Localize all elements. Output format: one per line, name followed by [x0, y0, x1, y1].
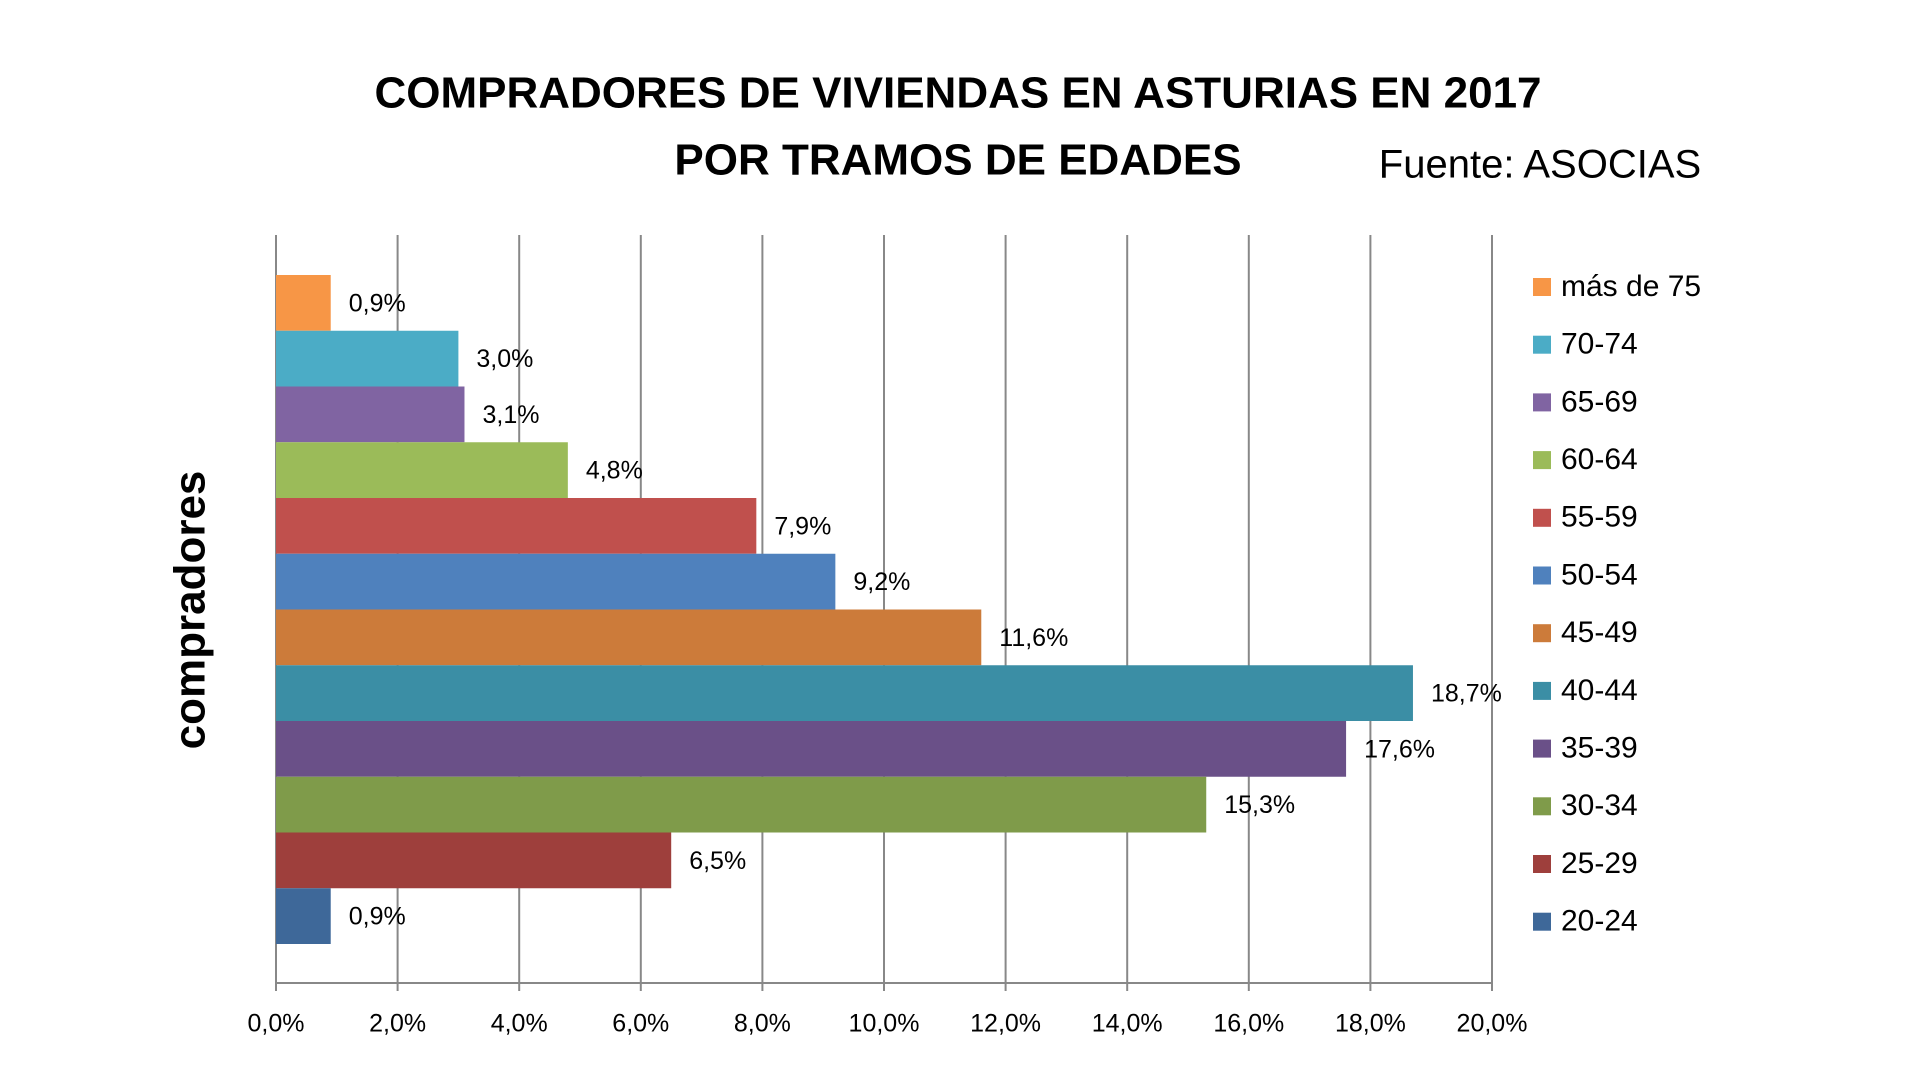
- legend-label: 50-54: [1561, 558, 1638, 591]
- x-tick-label: 4,0%: [491, 1010, 548, 1038]
- legend-swatch: [1533, 855, 1551, 873]
- value-label: 4,8%: [586, 457, 643, 485]
- legend-swatch: [1533, 508, 1551, 527]
- x-tick-label: 18,0%: [1335, 1010, 1406, 1038]
- value-label: 3,0%: [476, 345, 533, 373]
- legend-swatch: [1533, 681, 1551, 700]
- legend-label: 30-34: [1561, 789, 1638, 822]
- chart-subtitle: POR TRAMOS DE EDADES: [674, 136, 1241, 185]
- legend-label: 20-24: [1561, 905, 1638, 938]
- bar: [276, 330, 459, 387]
- legend-label: 45-49: [1561, 616, 1638, 649]
- legend-swatch: [1533, 393, 1551, 412]
- legend-label: 25-29: [1561, 847, 1638, 880]
- bar: [276, 553, 836, 610]
- x-tick-label: 6,0%: [612, 1010, 669, 1038]
- bar: [276, 609, 982, 666]
- x-tick-label: 14,0%: [1092, 1010, 1163, 1038]
- legend-swatch: [1533, 739, 1551, 758]
- value-label: 6,5%: [689, 847, 746, 875]
- value-label: 7,9%: [774, 512, 831, 540]
- category-label: compradores: [166, 471, 215, 750]
- value-label: 18,7%: [1431, 680, 1502, 708]
- chart-title: COMPRADORES DE VIVIENDAS EN ASTURIAS EN …: [374, 69, 1541, 118]
- legend-swatch: [1533, 278, 1551, 296]
- value-label: 11,6%: [999, 624, 1068, 652]
- legend-label: más de 75: [1561, 270, 1701, 303]
- bar: [276, 665, 1413, 721]
- source: Fuente: ASOCIAS: [1379, 143, 1701, 187]
- x-tick-label: 16,0%: [1213, 1010, 1284, 1038]
- value-label: 15,3%: [1224, 791, 1295, 819]
- x-tick-label: 0,0%: [248, 1010, 305, 1038]
- bar: [276, 832, 672, 889]
- legend-label: 65-69: [1561, 385, 1638, 418]
- legend-label: 35-39: [1561, 732, 1638, 765]
- legend-label: 60-64: [1561, 443, 1638, 476]
- x-tick-label: 10,0%: [849, 1010, 920, 1038]
- legend-label: 70-74: [1561, 328, 1638, 361]
- legend-swatch: [1533, 797, 1551, 816]
- legend-swatch: [1533, 624, 1551, 643]
- x-tick-label: 12,0%: [970, 1010, 1041, 1038]
- x-tick-label: 2,0%: [369, 1010, 426, 1038]
- bar: [276, 721, 1347, 777]
- bar: [276, 386, 465, 443]
- legend-swatch: [1533, 566, 1551, 585]
- legend-swatch: [1533, 335, 1551, 354]
- bar: [276, 888, 331, 944]
- legend-label: 40-44: [1561, 674, 1638, 707]
- value-label: 0,9%: [349, 289, 406, 317]
- value-label: 0,9%: [349, 903, 406, 931]
- bar: [276, 776, 1207, 833]
- bar: [276, 498, 757, 554]
- value-label: 17,6%: [1364, 735, 1435, 763]
- bar: [276, 442, 568, 498]
- legend-swatch: [1533, 451, 1551, 470]
- x-tick-label: 8,0%: [734, 1010, 791, 1038]
- legend-swatch: [1533, 912, 1551, 931]
- x-tick-label: 20,0%: [1457, 1010, 1528, 1038]
- value-label: 9,2%: [853, 568, 910, 596]
- bar: [276, 275, 331, 331]
- value-label: 3,1%: [482, 401, 539, 429]
- legend-label: 55-59: [1561, 501, 1638, 534]
